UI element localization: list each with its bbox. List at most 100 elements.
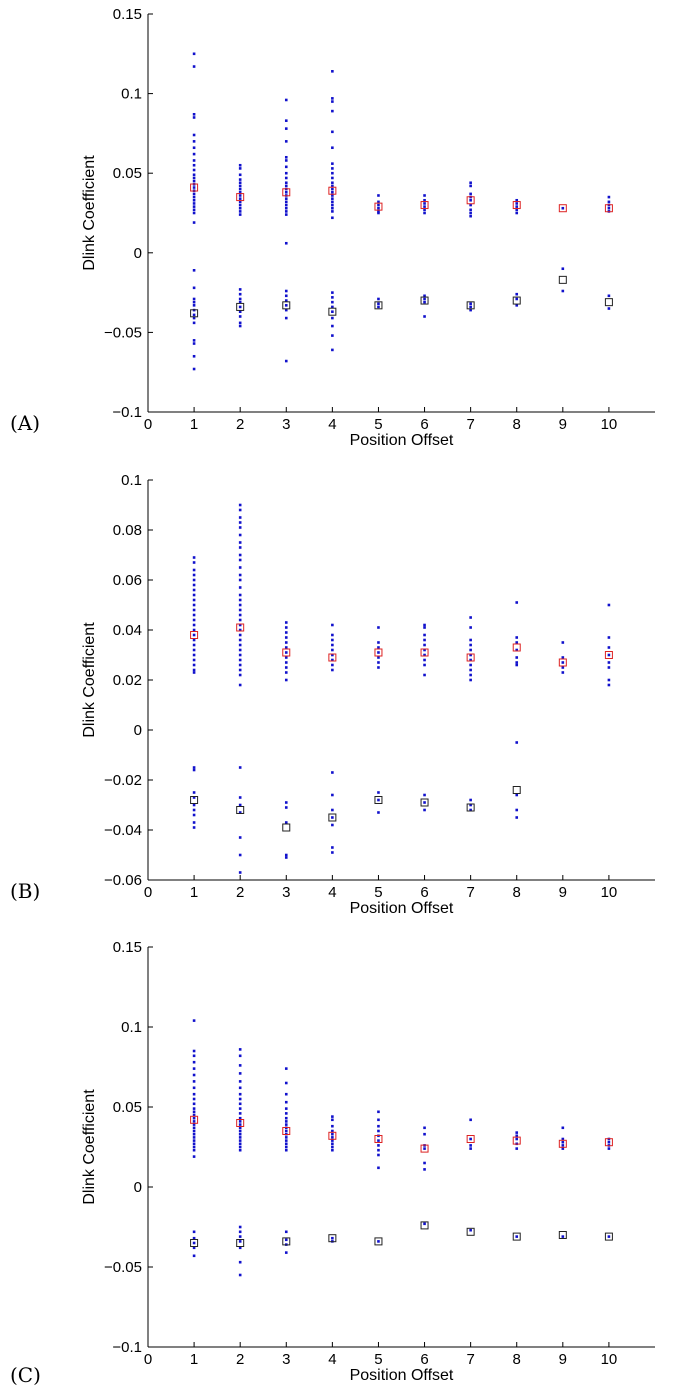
data-point <box>377 661 380 664</box>
data-point <box>284 1148 288 1152</box>
positive-mean-marker <box>512 201 521 210</box>
data-point <box>284 1230 288 1234</box>
positive-mean-marker <box>190 631 199 639</box>
y-tick-label: 0 <box>134 1179 142 1196</box>
data-point <box>377 666 380 669</box>
positive-mean-marker <box>190 1115 199 1124</box>
data-point <box>238 643 242 647</box>
positive-mean-marker <box>328 186 337 195</box>
data-point <box>331 176 334 180</box>
x-tick-label: 6 <box>420 1351 428 1368</box>
data-point <box>423 1126 426 1130</box>
data-point <box>607 666 611 669</box>
negative-mean-marker <box>466 1227 475 1236</box>
data-point <box>192 766 196 769</box>
data-point <box>377 1166 380 1170</box>
data-point <box>331 638 334 642</box>
data-point <box>238 206 242 210</box>
data-point <box>469 668 472 672</box>
data-point <box>192 321 196 325</box>
data-point <box>331 808 334 812</box>
data-point <box>515 601 519 604</box>
data-point <box>238 796 242 799</box>
negative-mean-marker <box>420 296 429 305</box>
data-point <box>331 1118 334 1122</box>
data-point <box>515 211 519 215</box>
data-point <box>331 823 334 827</box>
data-point <box>515 198 519 202</box>
negative-mean-marker <box>558 1231 567 1239</box>
data-point <box>469 663 472 667</box>
data-point <box>238 598 242 602</box>
data-point <box>192 813 196 817</box>
data-point <box>377 1124 380 1128</box>
data-point <box>192 1129 196 1133</box>
data-point <box>238 200 242 204</box>
data-point <box>423 643 426 647</box>
data-point <box>331 1148 334 1152</box>
y-axis-label: Dlink Coefficient <box>81 1089 98 1205</box>
data-point <box>238 871 242 874</box>
data-point <box>192 146 196 150</box>
x-tick-label: 5 <box>374 1351 382 1368</box>
data-point <box>331 348 334 352</box>
x-tick-label: 0 <box>144 416 152 433</box>
data-point <box>423 653 426 657</box>
y-tick-label: 0.1 <box>121 472 142 489</box>
data-point <box>192 1246 196 1250</box>
data-point <box>607 1147 611 1150</box>
data-point <box>192 1148 196 1152</box>
data-point <box>192 304 196 307</box>
data-point <box>238 1080 242 1083</box>
panel-label: (B) <box>10 879 40 903</box>
data-point <box>331 181 334 185</box>
data-point <box>469 198 472 202</box>
data-point <box>377 646 380 649</box>
y-tick-label: −0.04 <box>104 822 142 839</box>
data-point <box>238 1123 242 1126</box>
data-point <box>284 1081 288 1085</box>
data-point <box>192 556 196 559</box>
data-point <box>284 1136 288 1139</box>
data-point <box>423 793 426 797</box>
x-tick-label: 7 <box>466 884 474 901</box>
x-tick-label: 10 <box>601 416 618 433</box>
data-point <box>607 206 611 210</box>
data-point <box>192 578 196 582</box>
data-point <box>192 1019 196 1022</box>
data-point <box>331 70 334 73</box>
data-point <box>469 1147 472 1150</box>
data-point <box>423 300 426 304</box>
data-point <box>238 297 242 301</box>
data-point <box>192 1155 196 1158</box>
data-point <box>377 305 380 309</box>
data-point <box>284 646 288 649</box>
data-point <box>607 678 611 682</box>
data-point <box>331 658 334 662</box>
data-point <box>561 206 565 210</box>
data-point <box>238 163 242 167</box>
data-point <box>284 1251 288 1254</box>
data-point <box>377 1129 380 1133</box>
data-point <box>238 1230 242 1234</box>
data-point <box>238 526 242 529</box>
x-tick-label: 5 <box>374 416 382 433</box>
x-axis-label: Position Offset <box>350 900 454 917</box>
data-point <box>423 673 426 677</box>
y-tick-label: −0.1 <box>112 404 142 421</box>
data-point <box>284 853 288 857</box>
data-point <box>331 200 334 204</box>
data-point <box>284 203 288 207</box>
data-point <box>238 803 242 807</box>
data-point <box>192 1092 196 1096</box>
data-point <box>515 656 519 659</box>
data-point <box>192 176 196 180</box>
data-point <box>469 616 472 619</box>
data-point <box>192 1136 196 1139</box>
data-point <box>238 1273 242 1277</box>
x-tick-label: 1 <box>190 1351 198 1368</box>
data-point <box>192 342 196 345</box>
data-point <box>238 203 242 207</box>
data-point <box>238 586 242 589</box>
data-point <box>423 294 426 298</box>
